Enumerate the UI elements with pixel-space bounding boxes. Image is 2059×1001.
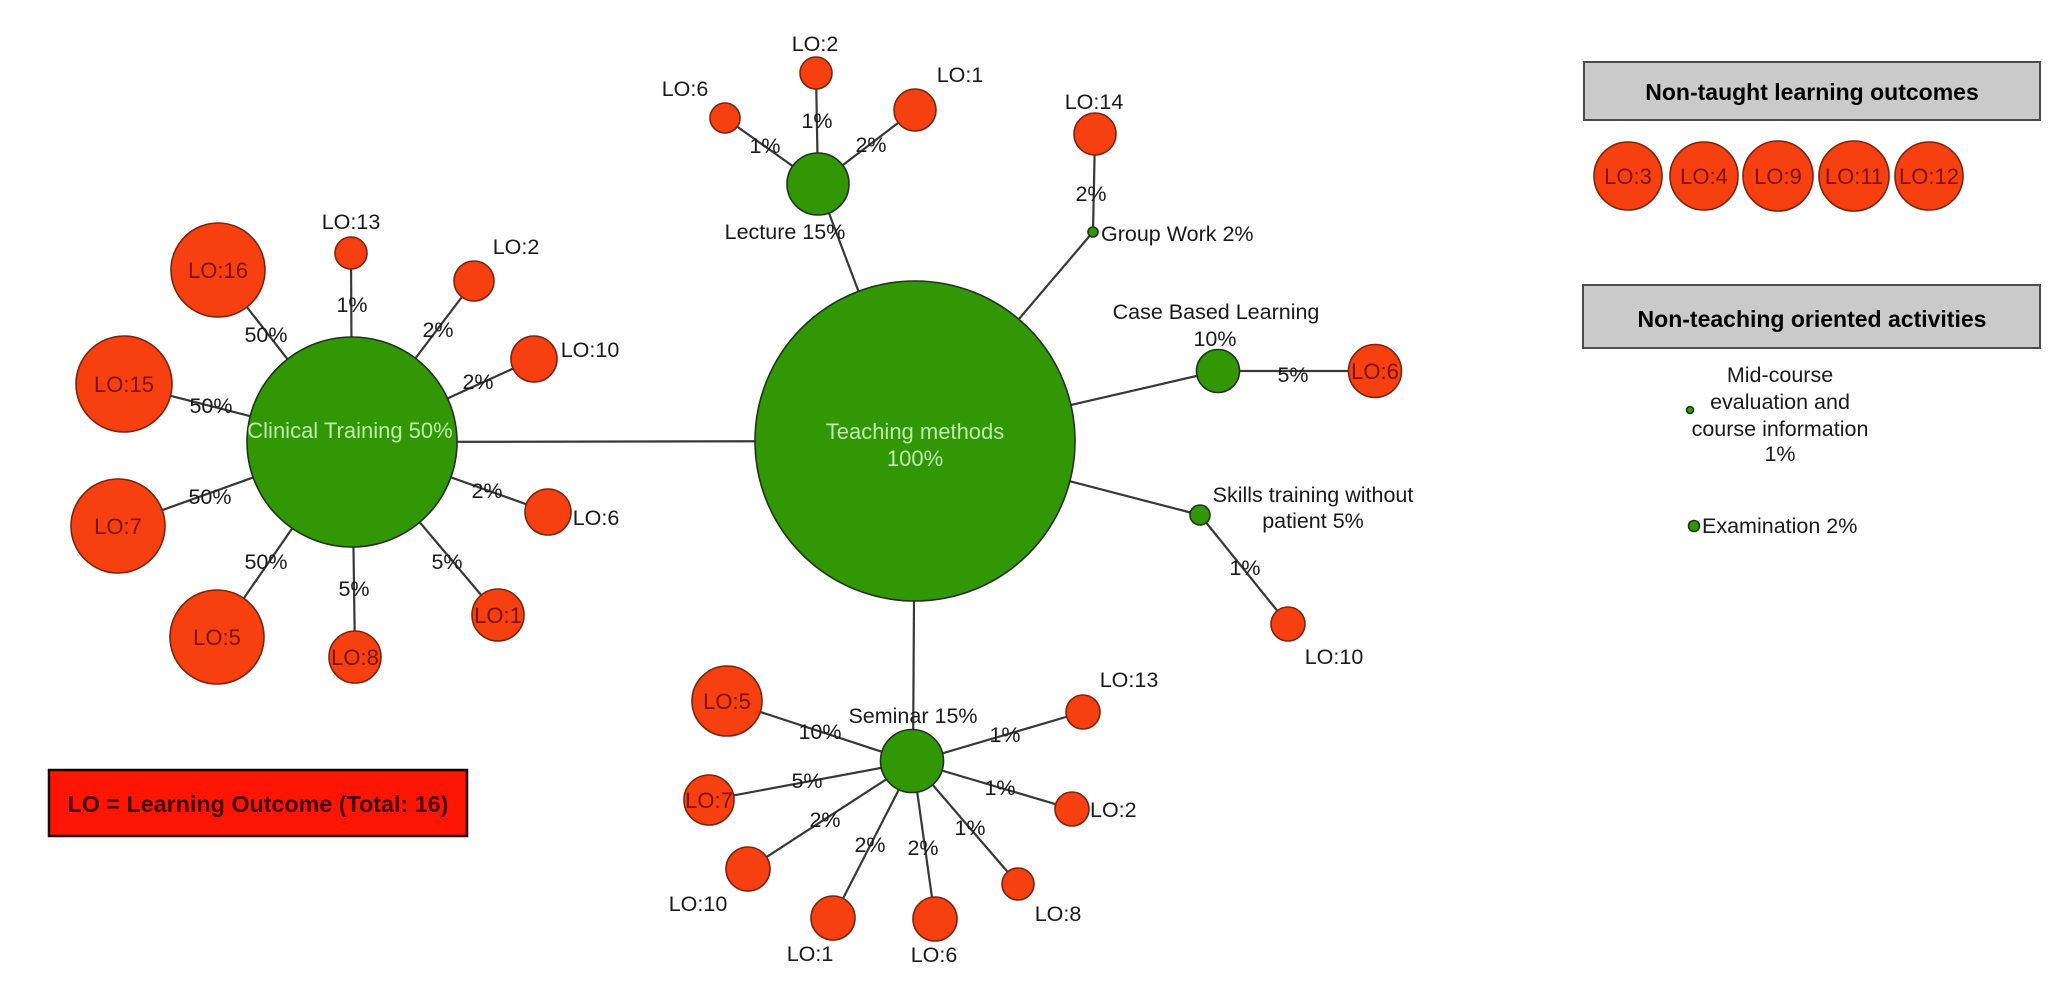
svg-text:50%: 50% (188, 485, 231, 509)
svg-text:Examination 2%: Examination 2% (1702, 514, 1857, 538)
svg-text:LO:14: LO:14 (1065, 90, 1124, 114)
svg-text:Clinical Training 50%: Clinical Training 50% (247, 418, 452, 443)
svg-text:LO:5: LO:5 (193, 625, 241, 650)
svg-text:Group Work 2%: Group Work 2% (1101, 222, 1254, 246)
svg-text:100%: 100% (887, 446, 943, 471)
svg-text:10%: 10% (1193, 327, 1236, 351)
svg-text:2%: 2% (471, 479, 502, 503)
svg-text:2%: 2% (1075, 182, 1106, 206)
svg-text:Lecture 15%: Lecture 15% (725, 220, 846, 244)
svg-text:LO:10: LO:10 (1305, 645, 1364, 669)
svg-text:50%: 50% (244, 550, 287, 574)
svg-text:1%: 1% (1764, 442, 1795, 466)
svg-text:1%: 1% (336, 293, 367, 317)
svg-text:Non-taught learning outcomes: Non-taught learning outcomes (1645, 79, 1979, 105)
svg-text:LO:1: LO:1 (787, 942, 834, 966)
svg-text:LO:7: LO:7 (94, 514, 142, 539)
svg-text:Teaching methods: Teaching methods (826, 419, 1005, 444)
svg-text:LO:6: LO:6 (662, 77, 709, 101)
svg-text:LO:9: LO:9 (1754, 164, 1802, 189)
svg-text:LO:10: LO:10 (561, 338, 620, 362)
svg-text:LO:1: LO:1 (937, 63, 984, 87)
svg-text:5%: 5% (1277, 363, 1308, 387)
svg-text:LO:3: LO:3 (1604, 164, 1652, 189)
svg-text:1%: 1% (989, 723, 1020, 747)
svg-text:LO:8: LO:8 (331, 645, 379, 670)
svg-text:Case Based Learning: Case Based Learning (1113, 300, 1320, 324)
svg-text:LO:1: LO:1 (474, 603, 522, 628)
svg-text:50%: 50% (244, 323, 287, 347)
svg-text:2%: 2% (462, 370, 493, 394)
svg-text:2%: 2% (907, 836, 938, 860)
svg-text:2%: 2% (422, 318, 453, 342)
svg-text:1%: 1% (1229, 556, 1260, 580)
svg-text:1%: 1% (984, 776, 1015, 800)
svg-text:course information: course information (1692, 417, 1869, 441)
svg-text:LO:13: LO:13 (1100, 668, 1159, 692)
svg-text:Non-teaching oriented activiti: Non-teaching oriented activities (1638, 306, 1987, 332)
svg-text:10%: 10% (798, 720, 841, 744)
svg-text:1%: 1% (954, 816, 985, 840)
svg-text:evaluation and: evaluation and (1710, 390, 1850, 414)
svg-text:2%: 2% (809, 808, 840, 832)
svg-text:2%: 2% (854, 833, 885, 857)
svg-text:LO:6: LO:6 (1351, 359, 1399, 384)
svg-text:LO:2: LO:2 (792, 32, 839, 56)
svg-text:LO = Learning Outcome (Total:: LO = Learning Outcome (Total: 16) (68, 791, 449, 817)
svg-text:5%: 5% (791, 769, 822, 793)
svg-text:LO:10: LO:10 (669, 892, 728, 916)
svg-text:Seminar 15%: Seminar 15% (848, 704, 977, 728)
svg-text:LO:4: LO:4 (1680, 164, 1728, 189)
svg-text:50%: 50% (189, 394, 232, 418)
svg-text:LO:13: LO:13 (322, 210, 381, 234)
svg-text:patient 5%: patient 5% (1262, 509, 1364, 533)
svg-text:LO:11: LO:11 (1825, 164, 1883, 189)
svg-text:LO:16: LO:16 (188, 258, 248, 283)
svg-text:1%: 1% (801, 109, 832, 133)
svg-text:5%: 5% (338, 577, 369, 601)
svg-text:Mid-course: Mid-course (1727, 363, 1833, 387)
svg-text:LO:12: LO:12 (1899, 164, 1959, 189)
svg-text:LO:6: LO:6 (573, 506, 620, 530)
svg-text:Skills training without: Skills training without (1213, 483, 1414, 507)
svg-text:LO:2: LO:2 (1090, 798, 1137, 822)
svg-text:2%: 2% (855, 133, 886, 157)
svg-text:LO:2: LO:2 (493, 235, 540, 259)
svg-text:LO:15: LO:15 (94, 372, 154, 397)
svg-text:LO:7: LO:7 (685, 788, 733, 813)
svg-text:5%: 5% (431, 550, 462, 574)
svg-text:LO:5: LO:5 (703, 689, 751, 714)
svg-text:1%: 1% (749, 134, 780, 158)
svg-text:LO:6: LO:6 (911, 943, 958, 967)
svg-text:LO:8: LO:8 (1035, 902, 1082, 926)
